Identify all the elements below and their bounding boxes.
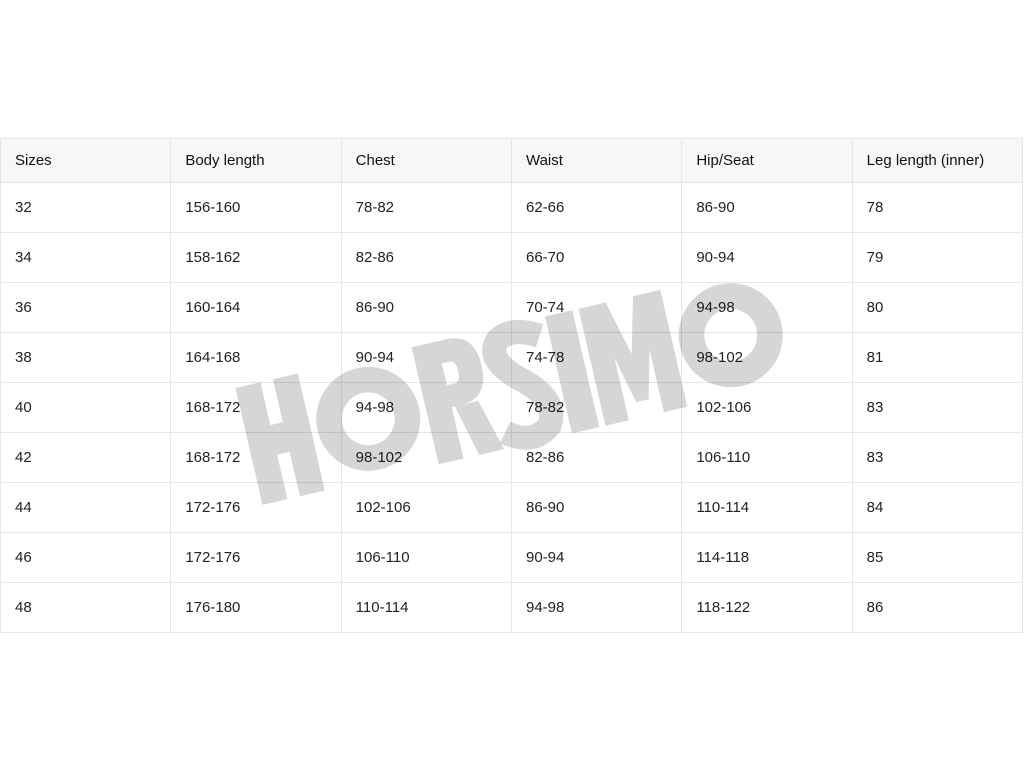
table-cell: 94-98 — [681, 282, 853, 333]
table-row: 46 172-176 106-110 90-94 114-118 85 — [0, 532, 1024, 583]
table-cell: 62-66 — [510, 182, 683, 233]
table-row: 48 176-180 110-114 94-98 118-122 86 — [0, 582, 1024, 633]
table-cell: 94-98 — [340, 382, 512, 433]
table-cell: 110-114 — [340, 582, 512, 633]
table-cell: 86-90 — [681, 182, 853, 233]
table-cell: 168-172 — [170, 382, 342, 433]
table-cell: 90-94 — [681, 232, 853, 283]
table-cell: 78-82 — [510, 382, 683, 433]
table-cell: 78 — [851, 182, 1024, 233]
table-cell: 70-74 — [510, 282, 683, 333]
table-cell: 40 — [0, 382, 172, 433]
table-cell: 80 — [851, 282, 1024, 333]
table-cell: 114-118 — [681, 532, 853, 583]
table-cell: 106-110 — [340, 532, 512, 583]
table-row: 32 156-160 78-82 62-66 86-90 78 — [0, 182, 1024, 233]
table-cell: 158-162 — [170, 232, 342, 283]
table-cell: 83 — [851, 382, 1024, 433]
table-cell: 36 — [0, 282, 172, 333]
table-cell: 66-70 — [510, 232, 683, 283]
table-cell: 85 — [851, 532, 1024, 583]
table-cell: 86-90 — [340, 282, 512, 333]
table-cell: 172-176 — [170, 532, 342, 583]
table-row: 34 158-162 82-86 66-70 90-94 79 — [0, 232, 1024, 283]
table-cell: 82-86 — [340, 232, 512, 283]
column-header: Hip/Seat — [681, 138, 853, 183]
table-cell: 102-106 — [340, 482, 512, 533]
table-cell: 98-102 — [681, 332, 853, 383]
table-cell: 160-164 — [170, 282, 342, 333]
table-cell: 46 — [0, 532, 172, 583]
table-row: 44 172-176 102-106 86-90 110-114 84 — [0, 482, 1024, 533]
table-row: 38 164-168 90-94 74-78 98-102 81 — [0, 332, 1024, 383]
size-chart-table: Sizes Body length Chest Waist Hip/Seat Leg le… — [0, 138, 1024, 633]
table-row: 42 168-172 98-102 82-86 106-110 83 — [0, 432, 1024, 483]
column-header: Sizes — [0, 138, 172, 183]
table-cell: 86-90 — [510, 482, 683, 533]
table-cell: 84 — [851, 482, 1024, 533]
table-cell: 79 — [851, 232, 1024, 283]
table-cell: 38 — [0, 332, 172, 383]
table-cell: 90-94 — [340, 332, 512, 383]
table-cell: 74-78 — [510, 332, 683, 383]
table-cell: 48 — [0, 582, 172, 633]
table-cell: 176-180 — [170, 582, 342, 633]
table-cell: 102-106 — [681, 382, 853, 433]
table-row: 36 160-164 86-90 70-74 94-98 80 — [0, 282, 1024, 333]
table-cell: 44 — [0, 482, 172, 533]
column-header: Leg length (inner) — [851, 138, 1024, 183]
table-cell: 172-176 — [170, 482, 342, 533]
table-cell: 82-86 — [510, 432, 683, 483]
table-cell: 156-160 — [170, 182, 342, 233]
table-cell: 83 — [851, 432, 1024, 483]
table-cell: 98-102 — [340, 432, 512, 483]
table-cell: 118-122 — [681, 582, 853, 633]
table-cell: 32 — [0, 182, 172, 233]
table-cell: 90-94 — [510, 532, 683, 583]
table-cell: 168-172 — [170, 432, 342, 483]
table-header-row: Sizes Body length Chest Waist Hip/Seat Leg le… — [0, 138, 1024, 183]
table-cell: 86 — [851, 582, 1024, 633]
table-row: 40 168-172 94-98 78-82 102-106 83 — [0, 382, 1024, 433]
table-cell: 106-110 — [681, 432, 853, 483]
table-cell: 42 — [0, 432, 172, 483]
table-cell: 81 — [851, 332, 1024, 383]
table-cell: 110-114 — [681, 482, 853, 533]
column-header: Body length — [170, 138, 342, 183]
table-cell: 164-168 — [170, 332, 342, 383]
column-header: Waist — [510, 138, 683, 183]
column-header: Chest — [340, 138, 512, 183]
table-cell: 34 — [0, 232, 172, 283]
table-cell: 94-98 — [510, 582, 683, 633]
table-cell: 78-82 — [340, 182, 512, 233]
